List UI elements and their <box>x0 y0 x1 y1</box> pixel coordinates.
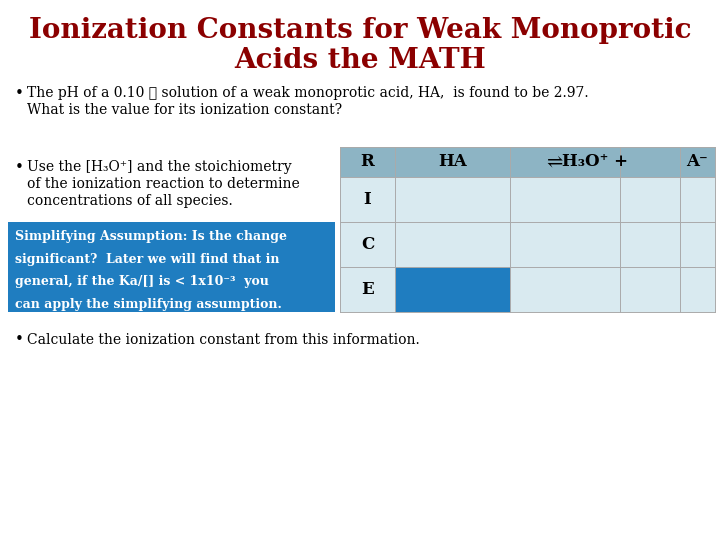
Text: HA: HA <box>438 153 467 171</box>
Bar <box>8 222 335 312</box>
Text: general, if the Ka/[] is < 1x10⁻³  you: general, if the Ka/[] is < 1x10⁻³ you <box>15 275 269 288</box>
Bar <box>340 267 715 312</box>
Text: H₃O⁺ +: H₃O⁺ + <box>562 153 628 171</box>
Text: Acids the MATH: Acids the MATH <box>234 46 486 73</box>
Bar <box>395 267 510 312</box>
Text: A⁻: A⁻ <box>687 153 708 171</box>
Text: What is the value for its ionization constant?: What is the value for its ionization con… <box>27 103 342 117</box>
Text: C: C <box>361 236 374 253</box>
Text: •: • <box>15 85 24 100</box>
Text: Ionization Constants for Weak Monoprotic: Ionization Constants for Weak Monoprotic <box>29 17 691 44</box>
Text: concentrations of all species.: concentrations of all species. <box>27 194 233 208</box>
Text: Use the [H₃O⁺] and the stoichiometry: Use the [H₃O⁺] and the stoichiometry <box>27 160 292 174</box>
Text: •: • <box>15 159 24 174</box>
Text: ⇌: ⇌ <box>546 153 563 171</box>
Text: of the ionization reaction to determine: of the ionization reaction to determine <box>27 177 300 191</box>
Text: can apply the simplifying assumption.: can apply the simplifying assumption. <box>15 298 282 310</box>
Text: E: E <box>361 281 374 298</box>
Text: I: I <box>364 191 372 208</box>
Text: significant?  Later we will find that in: significant? Later we will find that in <box>15 253 279 266</box>
Text: R: R <box>361 153 374 171</box>
Bar <box>340 177 715 222</box>
Bar <box>340 222 715 267</box>
Bar <box>340 147 715 177</box>
Text: •: • <box>15 333 24 348</box>
Text: The pH of a 0.10 ℳ solution of a weak monoprotic acid, HA,  is found to be 2.97.: The pH of a 0.10 ℳ solution of a weak mo… <box>27 86 589 100</box>
Text: Calculate the ionization constant from this information.: Calculate the ionization constant from t… <box>27 333 420 347</box>
Text: Simplifying Assumption: Is the change: Simplifying Assumption: Is the change <box>15 230 287 243</box>
